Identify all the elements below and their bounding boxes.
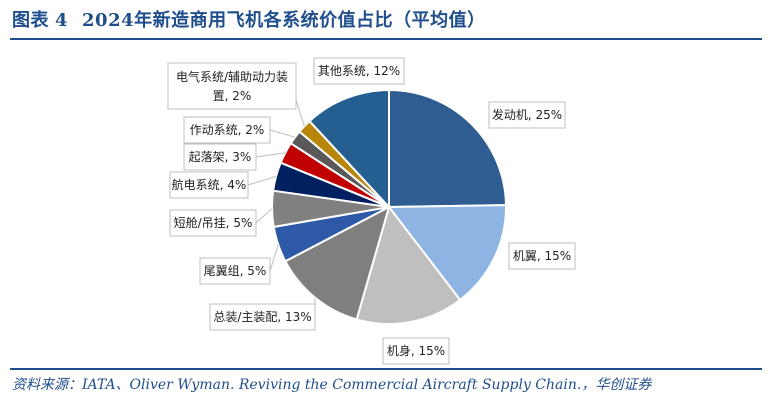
slice-labels: 发动机, 25% 机翼, 15% 机身, 15% 总装/主装配, 13% 尾翼组, 5%… [167,57,576,365]
pie-slice-11 [308,88,390,210]
label-box-10 [167,62,297,110]
slice-label-11: 其他系统, 12% [318,64,400,78]
leader-line-6 [255,208,273,224]
source-note: 资料来源：IATA、Oliver Wyman. Reviving the Com… [12,377,652,393]
label-box-4 [209,303,316,331]
label-box-7 [169,171,249,199]
leader-line-8 [255,152,286,158]
slice-label-2: 机翼, 15% [513,249,571,263]
slice-label-1: 发动机, 25% [492,107,562,122]
slice-label-5: 尾翼组, 5% [204,264,267,278]
slice-label-8: 起落架, 3% [189,150,252,164]
slice-label-10: 电气系统/辅助动力装置, 2% [176,69,288,103]
label-box-6 [169,209,257,237]
chart-title: 图表 4 2024年新造商用飞机各系统价值占比（平均值） [12,6,486,32]
label-box-2 [508,242,576,270]
source-rule [10,368,762,370]
pie-slice-3 [355,204,462,325]
title-number: 4 [55,10,69,31]
leader-line-7 [247,175,277,186]
slice-label-9: 作动系统, 2% [190,123,265,137]
label-box-5 [199,257,271,285]
leader-line-9 [269,129,296,138]
slice-label-3: 机身, 15% [387,343,445,358]
leader-line-10 [295,99,305,127]
pie-slice-1 [388,88,508,209]
label-box-9 [183,116,271,144]
pie-slice-2 [386,204,507,302]
title-text: 2024年新造商用飞机各系统价值占比（平均值） [82,10,486,31]
label-box-1 [488,101,566,129]
leader-line-5 [269,244,279,272]
slice-label-6: 短舱/吊挂, 5% [174,216,253,230]
slice-label-7: 航电系统, 4% [172,177,247,192]
leader-lines [247,99,316,317]
label-box-8 [183,143,257,171]
title-prefix: 图表 [12,10,49,31]
title-rule [10,38,762,40]
slice-label-4: 总装/主装配, 13% [213,310,311,324]
pie-slices [271,88,508,325]
label-box-11 [313,57,405,85]
label-box-3 [382,337,450,365]
pie-slice-4 [283,205,391,321]
